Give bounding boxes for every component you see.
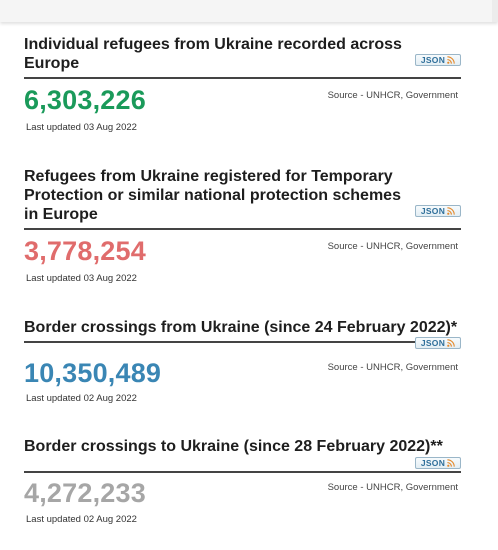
json-label: JSON <box>420 55 446 65</box>
stat-panel-border-crossings-from: Border crossings from Ukraine (since 24 … <box>24 318 461 408</box>
json-feed-button[interactable]: JSON <box>415 457 461 469</box>
json-feed-button[interactable]: JSON <box>415 337 461 349</box>
stat-value: 6,303,226 <box>24 85 146 115</box>
divider <box>24 228 461 230</box>
stat-value: 4,272,233 <box>24 478 146 508</box>
rss-icon <box>447 56 455 64</box>
stat-panel-border-crossings-to: Border crossings to Ukraine (since 28 Fe… <box>24 437 461 532</box>
last-updated: Last updated 02 Aug 2022 <box>26 514 137 525</box>
panel-title: Border crossings to Ukraine (since 28 Fe… <box>24 438 443 455</box>
json-label: JSON <box>420 458 446 468</box>
rss-icon <box>447 459 455 467</box>
last-updated: Last updated 02 Aug 2022 <box>26 393 137 404</box>
source-text: Source - UNHCR, Government <box>327 482 458 493</box>
divider <box>24 77 461 79</box>
source-text: Source - UNHCR, Government <box>327 362 458 373</box>
top-bar-edge <box>492 0 498 22</box>
source-text: Source - UNHCR, Government <box>327 241 458 252</box>
last-updated: Last updated 03 Aug 2022 <box>26 273 137 284</box>
last-updated: Last updated 03 Aug 2022 <box>26 122 137 133</box>
panel-title: Refugees from Ukraine registered for Tem… <box>24 168 401 223</box>
json-feed-button[interactable]: JSON <box>415 205 461 217</box>
json-label: JSON <box>420 206 446 216</box>
json-label: JSON <box>420 338 446 348</box>
panel-title: Border crossings from Ukraine (since 24 … <box>24 319 458 336</box>
stat-panel-temporary-protection: Refugees from Ukraine registered for Tem… <box>24 167 461 292</box>
source-text: Source - UNHCR, Government <box>327 90 458 101</box>
json-feed-button[interactable]: JSON <box>415 54 461 66</box>
stat-value: 10,350,489 <box>24 358 162 388</box>
stat-panel-refugees: Individual refugees from Ukraine recorde… <box>24 35 461 140</box>
divider <box>24 471 461 473</box>
divider <box>24 341 461 343</box>
rss-icon <box>447 339 455 347</box>
stat-value: 3,778,254 <box>24 236 146 266</box>
rss-icon <box>447 207 455 215</box>
panel-title: Individual refugees from Ukraine recorde… <box>24 36 402 72</box>
top-bar <box>0 0 498 22</box>
